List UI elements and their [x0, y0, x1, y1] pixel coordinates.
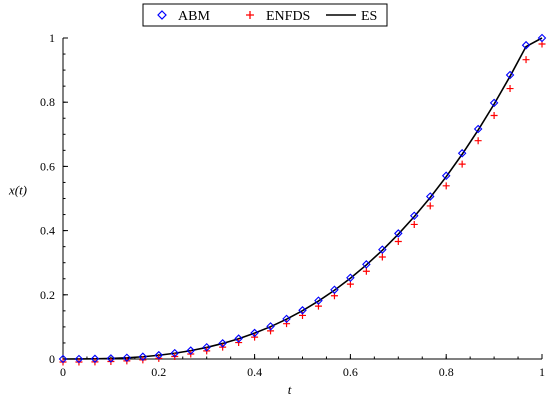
x-tick-label: 0.6 — [343, 365, 358, 379]
y-tick-label: 0 — [49, 352, 55, 366]
abm-point — [90, 354, 100, 364]
abm-point — [234, 334, 243, 343]
enfds-point — [267, 327, 275, 335]
enfds-point — [522, 56, 530, 64]
abm-point — [457, 148, 467, 158]
abm-point — [154, 350, 164, 360]
abm-point — [521, 40, 531, 50]
abm-point — [186, 346, 196, 355]
y-tick-label: 0.2 — [40, 288, 55, 302]
abm-point — [122, 353, 132, 363]
abm-point — [266, 322, 275, 331]
abm-point — [441, 171, 451, 180]
enfds-point — [458, 160, 466, 168]
y-tick-label: 0.8 — [40, 95, 55, 109]
abm-point — [505, 70, 515, 80]
legend-es-label: ES — [361, 9, 377, 24]
enfds-point — [474, 137, 482, 145]
legend: ABM ENFDS ES — [142, 3, 388, 27]
legend-abm-marker — [157, 10, 167, 20]
abm-point — [425, 192, 435, 201]
abm-point — [138, 352, 148, 361]
es-series — [62, 37, 543, 360]
x-axis-title: t — [288, 382, 292, 397]
enfds-point — [442, 182, 450, 190]
abm-point — [170, 348, 180, 358]
abm-point — [346, 273, 355, 283]
axes: 0 0.2 0.4 0.6 0.8 1 0 0.2 0.4 0.6 0.8 1 t x(t) — [8, 31, 545, 397]
abm-series — [58, 33, 547, 364]
abm-point — [473, 124, 483, 134]
enfds-point — [299, 311, 306, 319]
enfds-point — [506, 85, 514, 93]
y-tick-label: 0.4 — [40, 224, 55, 238]
x-tick-label: 0 — [60, 365, 66, 379]
enfds-point — [362, 267, 370, 275]
abm-point — [314, 296, 323, 305]
enfds-series — [59, 40, 546, 366]
abm-point — [298, 306, 307, 315]
abm-point — [58, 354, 68, 364]
enfds-point — [394, 237, 402, 245]
legend-enfds-label: ENFDS — [266, 9, 310, 24]
abm-point — [330, 285, 339, 295]
legend-enfds-marker — [246, 11, 254, 19]
abm-point — [537, 33, 547, 43]
enfds-point — [378, 253, 386, 261]
abm-point — [218, 339, 227, 348]
abm-point — [74, 354, 84, 364]
x-tick-label: 0.2 — [151, 365, 166, 379]
abm-point — [202, 343, 211, 352]
y-axis-title: x(t) — [8, 183, 27, 198]
abm-point — [378, 245, 387, 254]
abm-point — [362, 260, 371, 269]
enfds-point — [283, 320, 291, 328]
legend-abm-label: ABM — [178, 9, 210, 24]
y-tick-label: 0.6 — [40, 159, 55, 173]
abm-point — [409, 211, 419, 221]
x-tick-label: 1 — [539, 365, 545, 379]
abm-point — [282, 314, 291, 324]
x-tick-label: 0.8 — [439, 365, 454, 379]
abm-point — [489, 98, 499, 108]
enfds-point — [410, 220, 418, 228]
es-line — [62, 37, 543, 360]
abm-point — [250, 328, 259, 338]
enfds-point — [490, 112, 498, 120]
legend-box — [142, 3, 388, 27]
enfds-point — [426, 202, 434, 210]
y-tick-label: 1 — [49, 31, 55, 45]
abm-point — [394, 229, 403, 238]
x-tick-label: 0.4 — [247, 365, 262, 379]
abm-point — [106, 354, 116, 363]
